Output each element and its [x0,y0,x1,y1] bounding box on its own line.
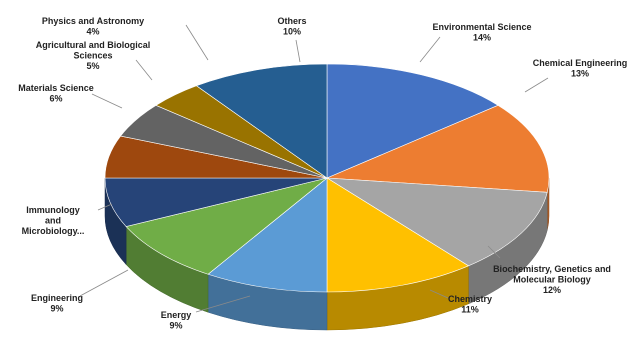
slice-5 [125,177,328,275]
slice-2 [326,177,548,267]
slice-label-4: Energy 9% [161,310,192,331]
leader-line-4 [195,295,251,313]
leader-line-1 [524,77,549,93]
slice-label-10: Others 10% [277,16,306,37]
slice-10 [195,63,328,179]
slice-label-3: Chemistry 11% [448,294,492,315]
pie-top-layer [104,63,550,293]
leader-line-6 [97,203,113,211]
pie-depth-layer [104,177,550,331]
slice-1 [326,104,550,193]
slice-4 [207,177,328,293]
slice-label-6: Immunology and Microbiology... [22,205,85,236]
leader-line-7 [91,93,123,109]
leader-line-10 [295,39,301,63]
slice-label-8: Agricultural and Biological Sciences 5% [36,40,151,71]
slice-0 [326,63,499,179]
slice-label-0: Environmental Science 14% [432,22,531,43]
leader-line-8 [135,59,153,81]
slice-label-5: Engineering 9% [31,293,83,314]
slice-label-2: Biochemistry, Genetics and Molecular Biol… [493,264,611,295]
slice-label-9: Physics and Astronomy 4% [42,16,144,37]
leader-line-2 [487,245,501,259]
slice-label-7: Materials Science 6% [18,83,94,104]
slice-label-1: Chemical Engineering 13% [533,58,628,79]
leader-line-5 [79,269,129,297]
slice-3 [326,177,470,293]
slice-labels: Environmental Science 14%Chemical Enginee… [18,16,627,331]
leader-line-9 [185,24,209,61]
leader-line-3 [429,289,449,299]
leader-lines [79,24,549,313]
leader-line-0 [419,36,441,63]
